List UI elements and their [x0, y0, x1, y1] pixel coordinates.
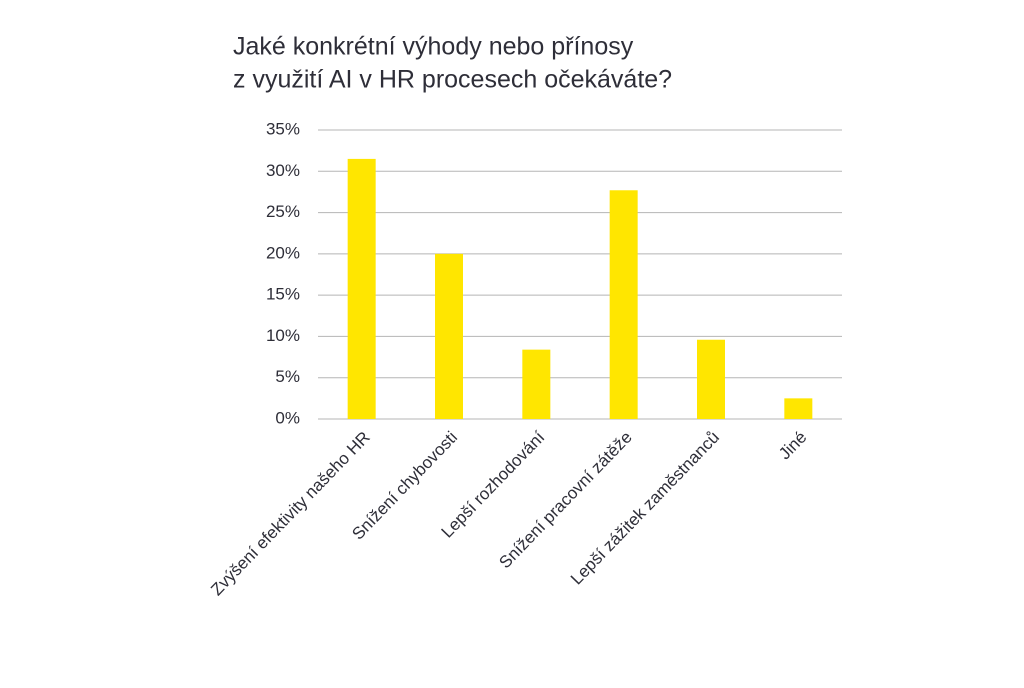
bar [435, 253, 463, 419]
bar [522, 349, 551, 419]
y-tick-label: 5% [275, 367, 300, 386]
chart-title: z využití AI v HR procesech očekáváte? [233, 66, 672, 94]
bar [697, 339, 725, 419]
bar [784, 398, 813, 419]
bar [609, 190, 638, 419]
chart-title: Jaké konkrétní výhody nebo přínosy [233, 33, 634, 61]
y-tick-label: 35% [266, 119, 300, 138]
y-tick-label: 30% [266, 161, 300, 180]
y-tick-label: 15% [266, 285, 300, 304]
y-tick-label: 0% [275, 408, 300, 427]
y-tick-label: 25% [266, 202, 300, 221]
x-tick-label: Zvýšení efektivity našeho HR [207, 428, 374, 600]
y-tick-label: 10% [266, 326, 300, 345]
x-tick-label: Jiné [775, 428, 810, 464]
y-tick-label: 20% [266, 243, 300, 262]
x-tick-label: Lepší zážitek zaměstnanců [567, 428, 723, 589]
bar [347, 158, 376, 419]
